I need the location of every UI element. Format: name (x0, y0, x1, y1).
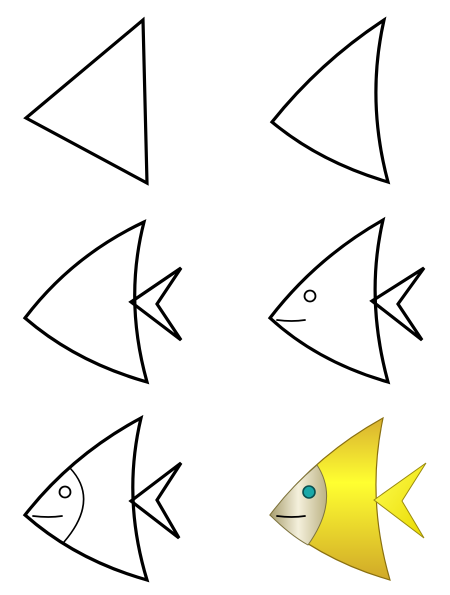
step-6-colored-fish (269, 416, 427, 581)
mouth-line (276, 319, 306, 322)
step-1-triangle (23, 16, 149, 186)
step-2-curved-triangle (269, 16, 391, 185)
eye-icon (302, 485, 316, 499)
eye-icon (303, 289, 317, 303)
step-5-gill-line (22, 414, 183, 583)
mouth-line (32, 515, 63, 518)
step-3-body-with-tail (22, 219, 183, 385)
eye-icon (58, 485, 72, 499)
gill-line (63, 467, 85, 543)
step-4-eye-and-mouth (267, 216, 426, 385)
mouth-line (276, 515, 306, 518)
